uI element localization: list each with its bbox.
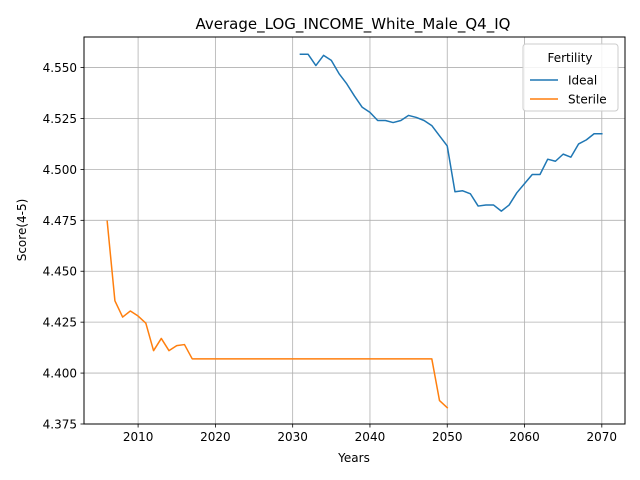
x-tick-label: 2010 [123,430,154,444]
axis-ticks: 2010 2020 2030 2040 2050 2060 2070 4.375 4.400 4.… [43,61,617,444]
series-line-sterile [106,220,449,409]
legend-box [522,43,619,112]
x-tick-label: 2030 [277,430,308,444]
legend-title: Fertility [547,51,592,65]
chart-title: Average_LOG_INCOME_White_Male_Q4_IQ [196,15,511,34]
y-tick-label: 4.425 [43,316,77,330]
y-axis-label: Score(4-5) [15,199,29,262]
y-tick-label: 4.500 [43,163,77,177]
series-line-ideal [299,53,603,212]
x-tick-label: 2070 [587,430,618,444]
plot-series [106,53,603,409]
x-tick-label: 2020 [200,430,231,444]
legend-entries: Ideal Sterile [530,74,607,107]
plot-frame [83,36,626,425]
y-tick-label: 4.375 [43,418,77,432]
legend: Fertility Ideal Sterile [522,43,619,112]
x-tick-label: 2060 [509,430,540,444]
x-tick-label: 2050 [432,430,463,444]
x-axis-label: Years [337,451,370,465]
y-tick-label: 4.450 [43,265,77,279]
y-tick-label: 4.475 [43,214,77,228]
legend-label-sterile: Sterile [568,93,607,107]
x-tick-label: 2040 [355,430,386,444]
legend-label-ideal: Ideal [568,74,597,88]
y-tick-label: 4.550 [43,61,77,75]
y-tick-label: 4.525 [43,112,77,126]
y-tick-label: 4.400 [43,367,77,381]
